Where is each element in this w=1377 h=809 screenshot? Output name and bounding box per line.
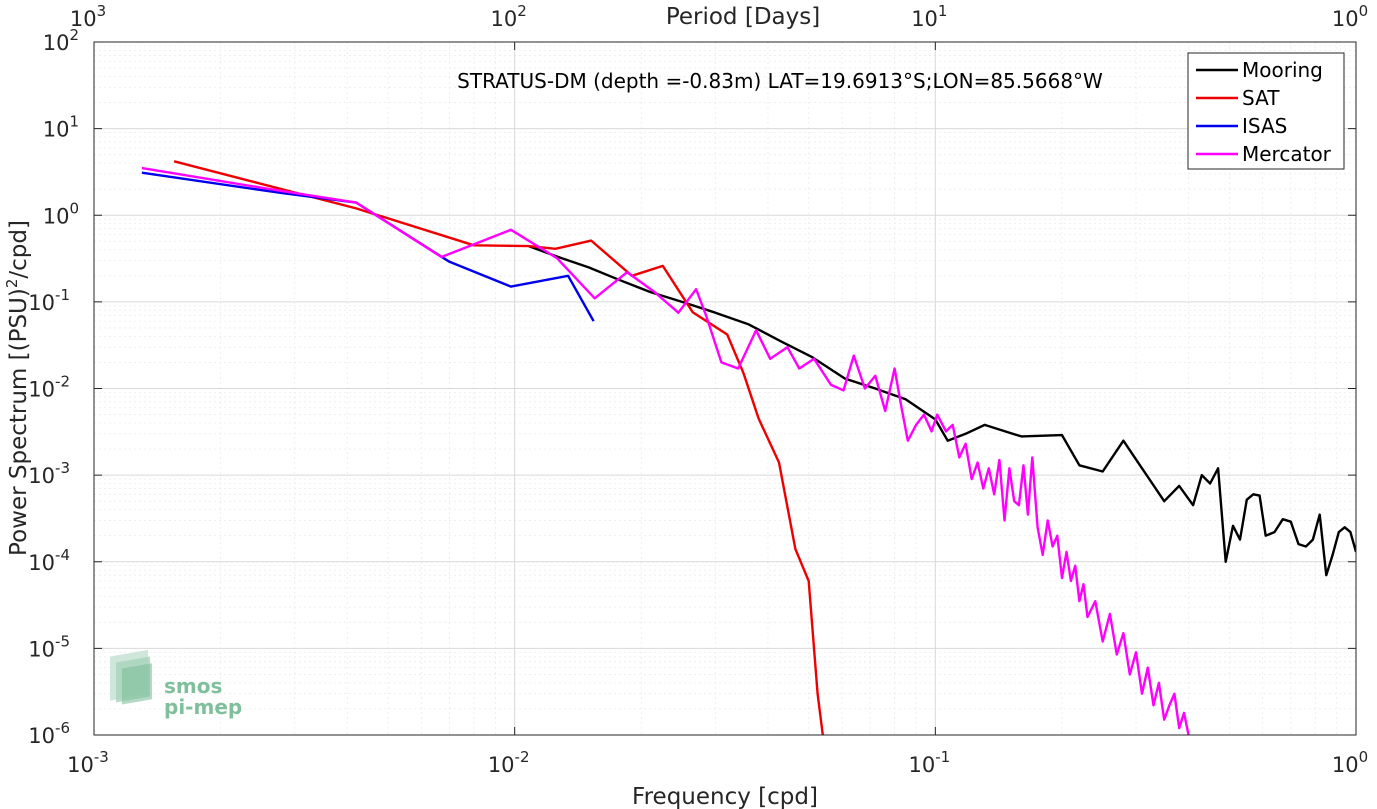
- y-tick-label: 10-2: [28, 373, 70, 402]
- y-tick-label: 10-1: [28, 286, 70, 315]
- x-tick-label-base: 10: [1332, 753, 1359, 777]
- y-tick-label: 100: [43, 199, 79, 228]
- logo-text-pimep: pi-mep: [164, 695, 242, 719]
- x-axis-label: Frequency [cpd]: [632, 784, 818, 809]
- y-tick-label-exponent: 2: [69, 26, 79, 44]
- top-x-tick-label-base: 10: [911, 7, 938, 31]
- y-tick-label-base: 10: [43, 118, 70, 142]
- y-axis-label-end: /cpd]: [6, 220, 32, 279]
- y-tick-label-exponent: -4: [55, 546, 70, 564]
- top-x-tick-label: 102: [491, 2, 527, 31]
- x-tick-label: 10-1: [908, 748, 950, 777]
- y-tick-label: 10-3: [28, 459, 70, 488]
- legend-box: [1187, 52, 1345, 170]
- y-tick-label-base: 10: [28, 464, 55, 488]
- logo-shape-front: [122, 663, 152, 705]
- y-tick-label-exponent: -5: [55, 632, 70, 650]
- series-layer: [141, 160, 1356, 735]
- legend: Mooring SAT ISAS Mercator: [1187, 52, 1345, 170]
- top-x-tick-label-base: 10: [1332, 7, 1359, 31]
- top-x-tick-label-exponent: 0: [1359, 2, 1369, 20]
- x-tick-label: 100: [1332, 748, 1368, 777]
- y-axis-label-main: Power Spectrum [(PSU): [6, 288, 32, 556]
- y-tick-label-base: 10: [28, 637, 55, 661]
- top-x-tick-label-exponent: 2: [517, 2, 527, 20]
- y-tick-label-exponent: 1: [69, 113, 79, 131]
- y-tick-label-exponent: -1: [55, 286, 70, 304]
- y-tick-label: 101: [43, 113, 79, 142]
- x-tick-label: 10-2: [488, 748, 530, 777]
- x-tick-label-exponent: -3: [94, 748, 109, 766]
- y-tick-label-base: 10: [43, 31, 70, 55]
- series-line-mooring: [528, 244, 1356, 577]
- y-tick-label: 10-5: [28, 632, 70, 661]
- y-tick-label-base: 10: [28, 551, 55, 575]
- legend-label-sat: SAT: [1242, 86, 1280, 110]
- series-line-sat: [173, 160, 824, 735]
- legend-label-mooring: Mooring: [1242, 58, 1323, 82]
- y-tick-label-exponent: 0: [69, 199, 79, 217]
- y-tick-label: 102: [43, 26, 79, 55]
- y-tick-label-base: 10: [28, 378, 55, 402]
- top-x-axis-label: Period [Days]: [666, 4, 820, 30]
- x-tick-label: 10-3: [67, 748, 109, 777]
- chart-title: STRATUS-DM (depth =-0.83m) LAT=19.6913°S…: [457, 69, 1103, 93]
- y-axis-label-sup: 2: [3, 279, 21, 289]
- series-line-isas: [141, 171, 595, 322]
- y-tick-label: 10-4: [28, 546, 70, 575]
- x-tick-label-exponent: -1: [935, 748, 950, 766]
- y-tick-label-exponent: -2: [55, 373, 70, 391]
- top-x-tick-label: 103: [70, 2, 106, 31]
- y-tick-label-base: 10: [43, 204, 70, 228]
- y-tick-label-exponent: -3: [55, 459, 70, 477]
- top-x-tick-label-base: 10: [70, 7, 97, 31]
- x-tick-label-base: 10: [908, 753, 935, 777]
- legend-label-isas: ISAS: [1242, 114, 1287, 138]
- x-tick-label-base: 10: [488, 753, 515, 777]
- y-tick-label: 10-6: [28, 719, 70, 748]
- y-tick-label-exponent: -6: [55, 719, 70, 737]
- top-x-tick-label-exponent: 1: [938, 2, 948, 20]
- top-x-tick-label-exponent: 3: [97, 2, 107, 20]
- logo-text-smos: smos: [164, 674, 222, 698]
- top-x-tick-label: 101: [911, 2, 947, 31]
- y-tick-label-base: 10: [28, 724, 55, 748]
- legend-label-mercator: Mercator: [1242, 142, 1332, 166]
- top-x-tick-label: 100: [1332, 2, 1368, 31]
- series-line-mercator: [141, 166, 1190, 735]
- x-tick-label-exponent: 0: [1359, 748, 1369, 766]
- y-axis-label: Power Spectrum [(PSU)2/cpd]: [3, 220, 32, 556]
- y-tick-label-base: 10: [28, 291, 55, 315]
- top-x-tick-label-base: 10: [491, 7, 518, 31]
- x-tick-label-exponent: -2: [515, 748, 530, 766]
- x-tick-label-base: 10: [67, 753, 94, 777]
- smos-pi-mep-logo: smos pi-mep: [110, 649, 242, 719]
